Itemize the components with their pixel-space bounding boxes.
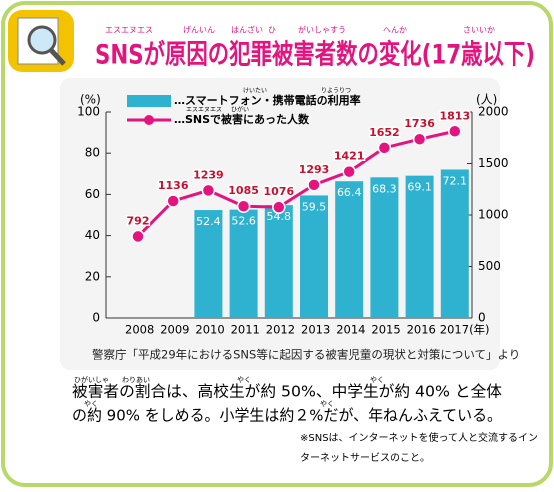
bar-value-label: 68.3 xyxy=(372,182,397,195)
point-value-label: 792 xyxy=(127,214,150,227)
x-tick-label: 2012 xyxy=(266,323,295,337)
bar-value-label: 72.1 xyxy=(443,174,468,187)
line xyxy=(136,129,456,238)
bar xyxy=(194,210,223,318)
x-tick-label: 2008 xyxy=(125,323,154,337)
point xyxy=(272,200,286,214)
y-tick-label: 40 xyxy=(85,228,100,242)
title-ruby: げんいん xyxy=(183,26,215,35)
title-ruby: ひ xyxy=(268,26,276,35)
bar-value-label: 52.6 xyxy=(231,215,256,228)
bar xyxy=(300,195,328,318)
y-tick-label: 20 xyxy=(85,269,100,283)
x-tick-label: 2009 xyxy=(160,323,189,337)
bar-value-label: 59.5 xyxy=(302,200,327,213)
y-tick-label: 100 xyxy=(77,105,100,119)
legend-ruby: けいたい xyxy=(243,88,267,95)
legend-swatch xyxy=(127,95,171,107)
x-tick-label: 2014 xyxy=(336,323,365,337)
y2-tick-label: 1500 xyxy=(478,156,509,170)
note-text: ターネットサービスのこと。 xyxy=(300,452,430,464)
point-value-label: 1076 xyxy=(263,185,294,198)
bar xyxy=(335,181,364,318)
legend-ruby: ひがい xyxy=(231,106,249,114)
y-tick-label: 0 xyxy=(92,311,100,325)
title: SNSが原因の犯罪被害者数の変化(17歳以下) xyxy=(95,39,535,71)
y-tick-label: 60 xyxy=(85,187,100,201)
bar-value-label: 54.8 xyxy=(267,210,292,223)
point xyxy=(201,183,216,198)
bar xyxy=(370,177,399,318)
title-ruby: さいいか xyxy=(463,26,495,35)
point xyxy=(131,229,145,244)
point-value-label: 1421 xyxy=(334,150,365,163)
point-value-label: 1085 xyxy=(228,184,259,197)
point-value-label: 1293 xyxy=(299,163,330,176)
icon xyxy=(8,10,74,72)
point-value-label: 1813 xyxy=(439,109,470,122)
point xyxy=(412,132,427,146)
bar-value-label: 66.4 xyxy=(337,186,362,199)
y2-tick-label: 1000 xyxy=(478,208,509,222)
x-tick-label: 2010 xyxy=(195,323,224,337)
point xyxy=(448,124,462,139)
body-ruby: やく xyxy=(370,376,384,384)
point xyxy=(166,194,180,208)
bar-value-label: 69.1 xyxy=(407,181,432,194)
legend-label: …SNSで被害にあった人数 xyxy=(174,112,310,126)
y2-tick-label: 500 xyxy=(478,259,501,273)
legend-ruby: りようりつ xyxy=(321,88,351,95)
body-text: 被害者の割合は、高校生が約 50%、中学生が約 40% と全体 xyxy=(72,383,503,401)
title-ruby: へんか xyxy=(383,26,407,35)
bar-value-label: 52.4 xyxy=(196,215,221,228)
y-axis-label: (%) xyxy=(80,93,101,107)
title-ruby: はんざい xyxy=(231,25,263,35)
title-ruby: がいしゃすう xyxy=(298,25,346,35)
bar xyxy=(264,205,293,318)
title-ruby: エスエヌエス xyxy=(105,26,153,35)
body-ruby: やく xyxy=(84,400,98,408)
bar xyxy=(440,169,469,318)
y2-tick-label: 0 xyxy=(478,311,486,325)
body-ruby: やく xyxy=(320,400,334,408)
y2-axis-label: (人) xyxy=(476,93,497,107)
legend-ruby: エスエヌエス xyxy=(186,107,222,114)
body-ruby: わりあい xyxy=(122,376,150,384)
y2-tick-label: 2000 xyxy=(478,105,509,119)
point xyxy=(307,178,321,192)
point-value-label: 1239 xyxy=(193,168,224,181)
source: 警察庁「平成29年におけるSNS等に起因する被害児童の現状と対策について」より xyxy=(92,348,520,362)
legend-swatch xyxy=(144,115,154,125)
x-tick-label: 2011 xyxy=(231,323,260,337)
y-tick-label: 80 xyxy=(85,146,100,160)
point-value-label: 1136 xyxy=(158,179,189,192)
point-value-label: 1736 xyxy=(404,117,435,130)
body-text: の約 90% をしめる。小学生は約２%だが、年ねんふえている。 xyxy=(72,407,502,425)
bar xyxy=(405,175,434,318)
body-ruby: やく xyxy=(237,376,251,384)
point-value-label: 1652 xyxy=(369,126,400,139)
note-text: ※SNSは、インターネットを使って人と交流するイン xyxy=(300,431,538,444)
legend-label: …スマートフォン・携帯電話の利用率 xyxy=(174,93,361,107)
bar xyxy=(229,209,258,318)
body-ruby: ひがいしゃ xyxy=(74,375,109,384)
x-tick-label: 2017(年) xyxy=(440,323,490,337)
point xyxy=(236,199,251,213)
x-tick-label: 2016 xyxy=(407,323,436,337)
point xyxy=(342,164,356,179)
x-tick-label: 2013 xyxy=(301,323,330,337)
point xyxy=(377,141,392,155)
x-tick-label: 2015 xyxy=(371,323,400,337)
